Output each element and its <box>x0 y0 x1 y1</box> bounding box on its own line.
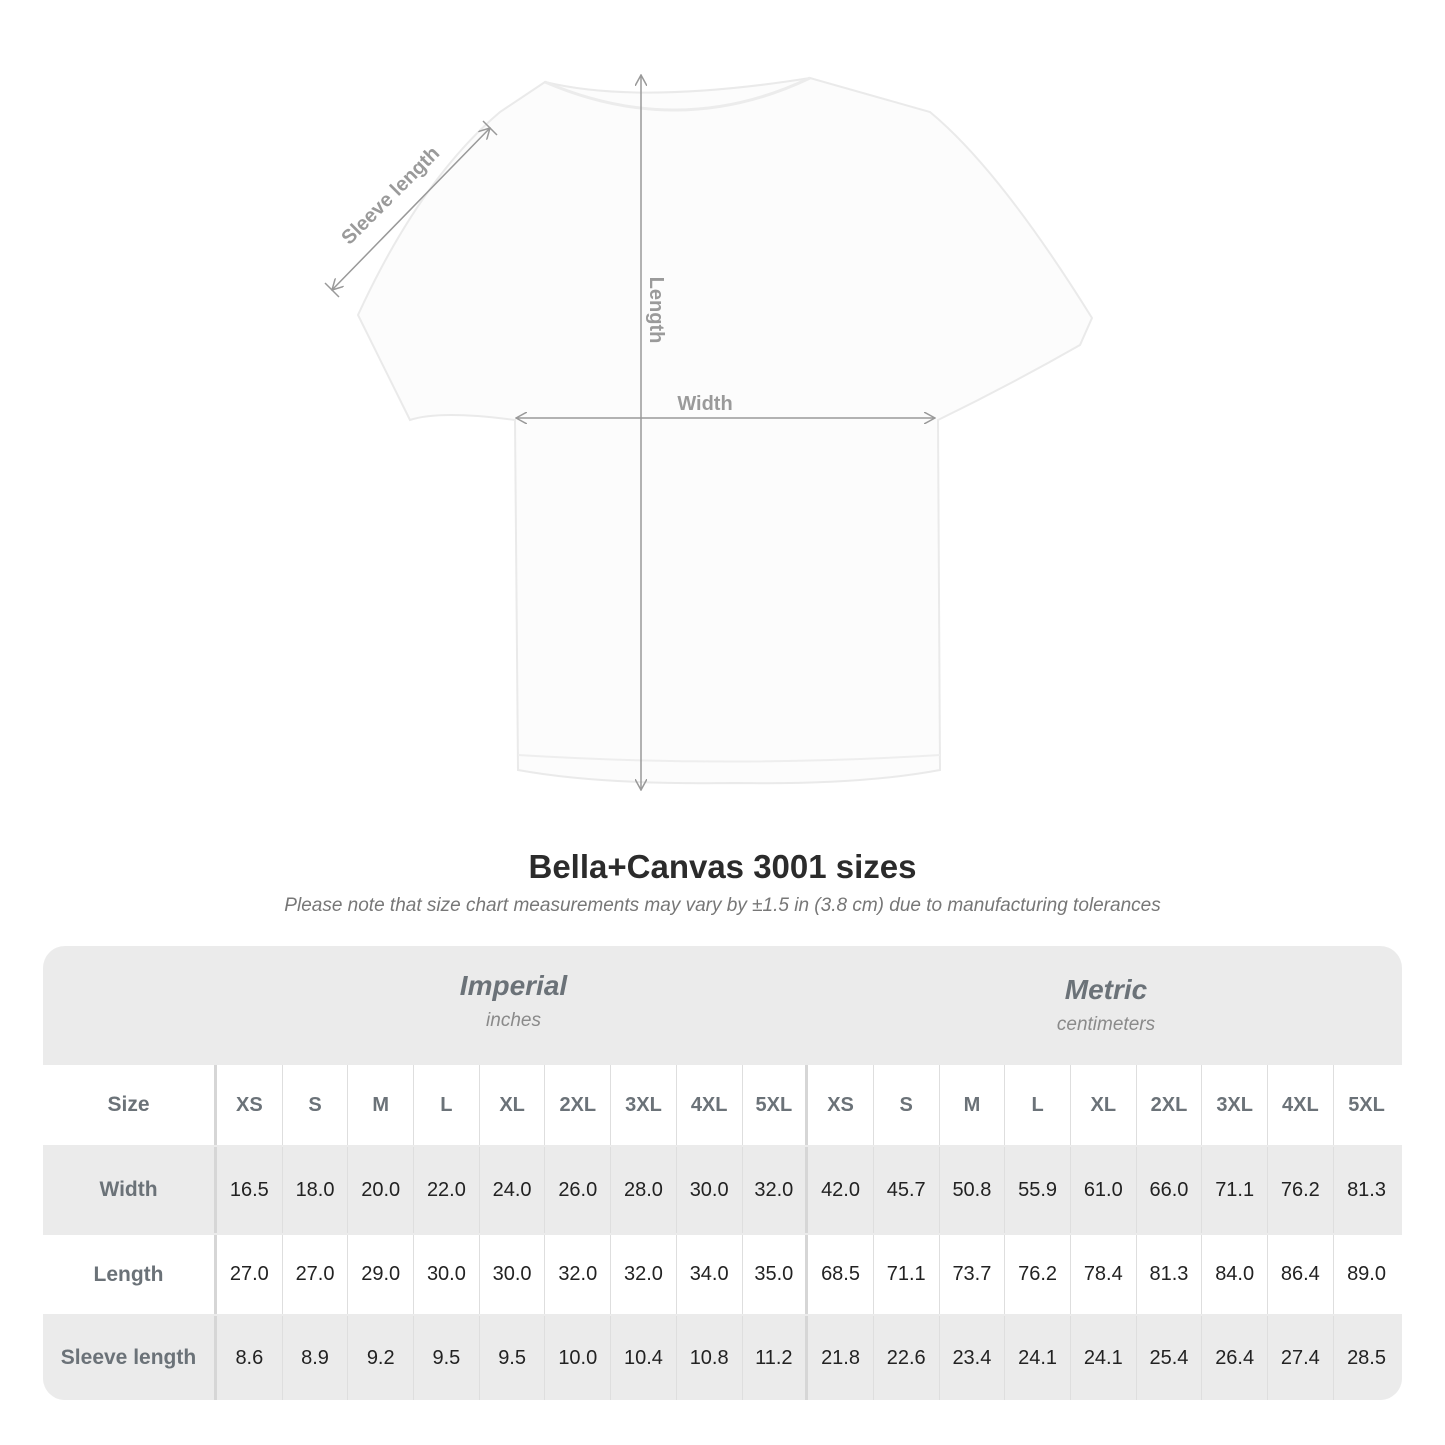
imperial-value-cell: 9.5 <box>414 1316 480 1400</box>
metric-value-cell: 73.7 <box>940 1235 1006 1314</box>
size-header-cell: 2XL <box>1137 1065 1203 1145</box>
metric-value-cell: 27.4 <box>1268 1316 1334 1400</box>
metric-value-cell: 86.4 <box>1268 1235 1334 1314</box>
imperial-value-cell: 8.9 <box>283 1316 349 1400</box>
size-header-cell: XS <box>217 1065 283 1145</box>
sleeve-arrow <box>332 128 490 290</box>
metric-value-cell: 78.4 <box>1071 1235 1137 1314</box>
imperial-value-cell: 9.5 <box>480 1316 546 1400</box>
imperial-value-cell: 30.0 <box>414 1235 480 1314</box>
size-header-cell: XL <box>1071 1065 1137 1145</box>
metric-value-cell: 42.0 <box>808 1147 874 1233</box>
imperial-value-cell: 10.4 <box>611 1316 677 1400</box>
size-header-cell: S <box>874 1065 940 1145</box>
imperial-value-cell: 20.0 <box>348 1147 415 1233</box>
imperial-value-cell: 32.0 <box>611 1235 677 1314</box>
metric-value-cell: 81.3 <box>1347 1178 1386 1201</box>
metric-header: Metric centimeters <box>810 946 1402 1063</box>
page-title: Bella+Canvas 3001 sizes <box>528 848 917 885</box>
size-header-row: Size XS S M L XL 2XL 3XL 4XL 5XL XS S M L XL 2XL 3XL 4XL 5… <box>43 1065 1402 1145</box>
imperial-value-cell: 28.0 <box>611 1147 677 1233</box>
table-row: Sleeve length 8.6 8.9 9.2 9.5 9.5 10.0 10.4 10.8… <box>43 1316 1402 1400</box>
size-header-cell: 5XL <box>1348 1093 1385 1116</box>
size-header-cell: 3XL <box>611 1065 677 1145</box>
imperial-value-cell: 10.8 <box>677 1316 743 1400</box>
imperial-title: Imperial <box>459 970 568 1001</box>
imperial-header: Imperial inches <box>217 946 810 1063</box>
size-header-cell: 4XL <box>677 1065 743 1145</box>
row-label: Width <box>43 1147 217 1233</box>
metric-value-cell: 66.0 <box>1137 1147 1203 1233</box>
size-header-cell: 5XL <box>743 1065 809 1145</box>
imperial-value-cell: 30.0 <box>677 1147 743 1233</box>
tolerance-note: Please note that size chart measurements… <box>284 895 1161 916</box>
metric-value-cell: 21.8 <box>808 1316 874 1400</box>
length-label: Length <box>645 277 667 344</box>
size-header-cell: L <box>1005 1065 1071 1145</box>
table-row: Length 27.0 27.0 29.0 30.0 30.0 32.0 32.0 34.0 35… <box>43 1235 1402 1314</box>
metric-value-cell: 25.4 <box>1137 1316 1203 1400</box>
imperial-value-cell: 24.0 <box>480 1147 546 1233</box>
metric-value-cell: 76.2 <box>1268 1147 1334 1233</box>
imperial-value-cell: 16.5 <box>217 1147 283 1233</box>
metric-value-cell: 45.7 <box>874 1147 940 1233</box>
tshirt-diagram: Sleeve length Length Width <box>324 0 1094 820</box>
tshirt-shape <box>356 76 1094 785</box>
metric-title: Metric <box>1064 974 1148 1005</box>
imperial-value-cell: 10.0 <box>545 1316 612 1400</box>
imperial-value-cell: 34.0 <box>677 1235 743 1314</box>
size-header-cell: 4XL <box>1268 1065 1334 1145</box>
row-label: Size <box>43 1065 217 1145</box>
metric-value-cell: 24.1 <box>1071 1316 1137 1400</box>
metric-value-cell: 23.4 <box>940 1316 1006 1400</box>
size-header-cell: M <box>940 1065 1006 1145</box>
imperial-value-cell: 22.0 <box>414 1147 480 1233</box>
width-label: Width <box>677 393 732 415</box>
imperial-value-cell: 32.0 <box>743 1147 809 1233</box>
imperial-value-cell: 27.0 <box>283 1235 349 1314</box>
metric-value-cell: 81.3 <box>1137 1235 1203 1314</box>
metric-unit: centimeters <box>1056 1014 1156 1035</box>
size-header-cell: XL <box>480 1065 546 1145</box>
imperial-value-cell: 29.0 <box>348 1235 415 1314</box>
size-header-cell: L <box>414 1065 480 1145</box>
row-label: Sleeve length <box>43 1316 217 1400</box>
row-label: Length <box>43 1235 217 1314</box>
imperial-value-cell: 11.2 <box>743 1316 809 1400</box>
size-header-cell: 2XL <box>545 1065 612 1145</box>
imperial-value-cell: 26.0 <box>545 1147 612 1233</box>
metric-value-cell: 71.1 <box>874 1235 940 1314</box>
size-table: Imperial inches Metric centimeters Size X… <box>43 946 1402 1400</box>
imperial-value-cell: 35.0 <box>743 1235 809 1314</box>
imperial-value-cell: 8.6 <box>217 1316 283 1400</box>
metric-value-cell: 55.9 <box>1005 1147 1071 1233</box>
metric-value-cell: 24.1 <box>1005 1316 1071 1400</box>
imperial-value-cell: 27.0 <box>217 1235 283 1314</box>
metric-value-cell: 68.5 <box>808 1235 874 1314</box>
metric-value-cell: 84.0 <box>1202 1235 1268 1314</box>
size-header-cell: 3XL <box>1202 1065 1268 1145</box>
metric-value-cell: 50.8 <box>940 1147 1006 1233</box>
imperial-unit: inches <box>486 1010 541 1031</box>
imperial-value-cell: 30.0 <box>480 1235 546 1314</box>
metric-value-cell: 61.0 <box>1071 1147 1137 1233</box>
size-header-cell: XS <box>808 1065 874 1145</box>
imperial-value-cell: 32.0 <box>545 1235 612 1314</box>
table-row: Width 16.5 18.0 20.0 22.0 24.0 26.0 28.0 30.0 32.… <box>43 1147 1402 1233</box>
imperial-value-cell: 9.2 <box>348 1316 415 1400</box>
metric-value-cell: 71.1 <box>1202 1147 1268 1233</box>
size-header-cell: M <box>348 1065 415 1145</box>
metric-value-cell: 89.0 <box>1347 1263 1386 1285</box>
metric-value-cell: 28.5 <box>1347 1346 1386 1369</box>
metric-value-cell: 22.6 <box>874 1316 940 1400</box>
metric-value-cell: 76.2 <box>1005 1235 1071 1314</box>
metric-value-cell: 26.4 <box>1202 1316 1268 1400</box>
size-header-cell: S <box>283 1065 349 1145</box>
imperial-value-cell: 18.0 <box>283 1147 349 1233</box>
